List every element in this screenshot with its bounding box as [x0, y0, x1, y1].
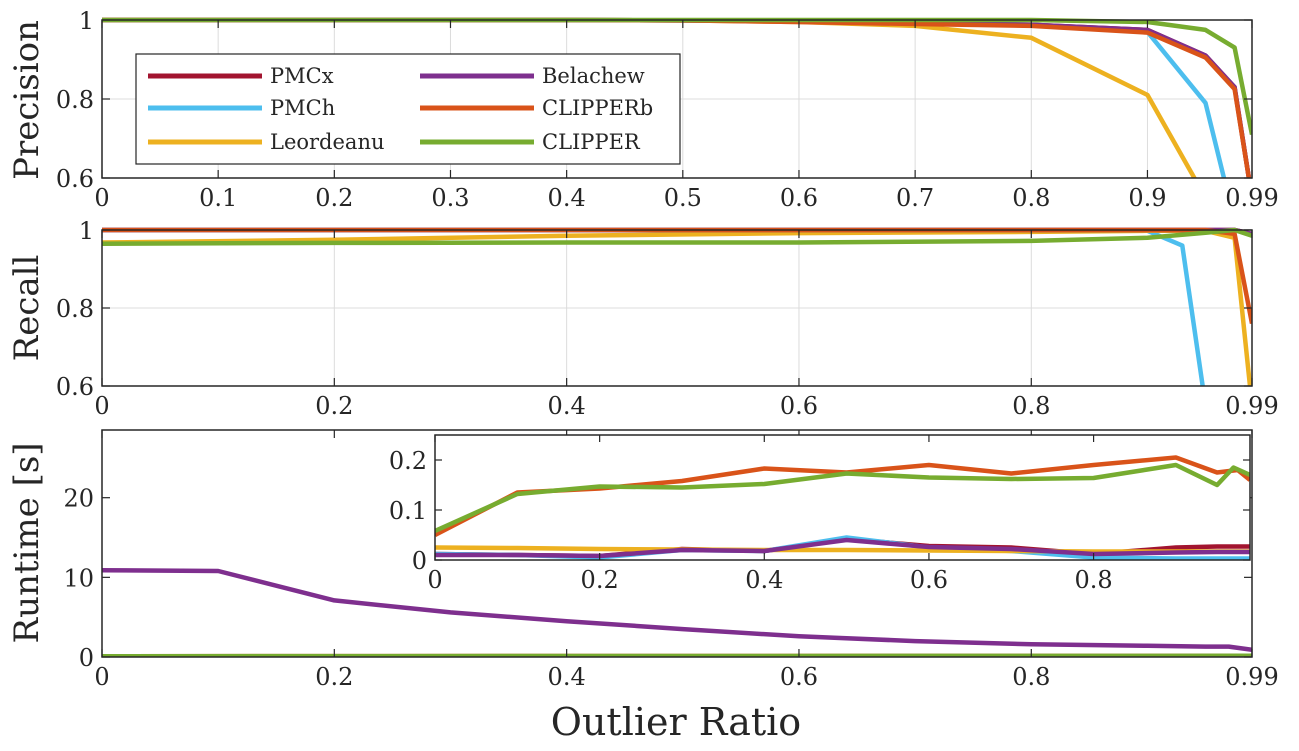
series-group [435, 455, 1250, 560]
x-tick-label: 0.2 [581, 566, 619, 594]
recall-axis-label: Recall [7, 255, 47, 362]
x-tick-label: 0 [94, 184, 109, 212]
y-tick-label: 0.6 [56, 165, 94, 193]
y-tick-label: 0 [79, 644, 94, 672]
x-tick-label: 0.8 [1012, 184, 1050, 212]
y-tick-label: 1 [79, 217, 94, 245]
y-tick-label: 0.6 [56, 373, 94, 401]
legend-label-pmch: PMCh [270, 96, 335, 120]
series-line-clipper [102, 227, 1252, 246]
x-tick-label: 0 [94, 663, 109, 691]
axes-box [101, 429, 1253, 658]
x-tick-label: 0.2 [315, 392, 353, 420]
legend-label-clipperb: CLIPPERb [542, 96, 653, 120]
runtime-inset-panel: 0 0.2 0.4 0.6 0.8 0 0.1 0.2 [389, 434, 1251, 594]
runtime-axis-label: Runtime [s] [7, 442, 47, 643]
x-tick-label: 0 [427, 566, 442, 594]
series-line-clipper [435, 462, 1250, 534]
x-tick-label: 0.2 [315, 663, 353, 691]
x-tick-label: 0.6 [780, 392, 818, 420]
x-tick-label: 0.6 [780, 184, 818, 212]
series-line-belachew [435, 537, 1250, 559]
x-tick-label: 0.4 [745, 566, 783, 594]
x-tick-label: 0.6 [910, 566, 948, 594]
x-tick-label: 0.99 [1225, 392, 1278, 420]
y-tick-label: 0 [412, 547, 427, 575]
x-axis-label: Outlier Ratio [551, 700, 801, 744]
x-tick-label: 0 [94, 392, 109, 420]
legend-label-pmcx: PMCx [270, 64, 334, 88]
legend: PMCx PMCh Leordeanu Belachew CLIPPERb CLIPPER [135, 53, 681, 165]
precision-axis-label: Precision [7, 20, 47, 180]
x-tick-label: 0.7 [896, 184, 934, 212]
x-tick-label: 0.4 [548, 392, 586, 420]
legend-label-clipper: CLIPPER [542, 130, 641, 154]
y-tick-label: 1 [79, 7, 94, 35]
x-tick-label: 0.9 [1128, 184, 1166, 212]
axes-box [434, 434, 1251, 561]
y-tick-label: 0.2 [389, 447, 427, 475]
y-tick-label: 10 [63, 564, 94, 592]
x-tick-label: 0.8 [1074, 566, 1112, 594]
y-tick-label: 0.1 [389, 497, 427, 525]
x-tick-label: 0.5 [664, 184, 702, 212]
y-tick-label: 20 [63, 485, 94, 513]
x-tick-label: 0.1 [199, 184, 237, 212]
x-tick-label: 0.99 [1225, 663, 1278, 691]
series-line-belachew [102, 567, 1252, 653]
x-tick-label: 0.8 [1012, 392, 1050, 420]
x-tick-label: 0.99 [1225, 184, 1278, 212]
legend-label-leordeanu: Leordeanu [270, 130, 385, 154]
recall-panel: 0 0.2 0.4 0.6 0.8 0.99 0.6 0.8 1 [56, 217, 1279, 420]
x-tick-label: 0.6 [780, 663, 818, 691]
x-tick-label: 0.4 [548, 184, 586, 212]
legend-label-belachew: Belachew [542, 64, 645, 88]
x-tick-label: 0.4 [548, 663, 586, 691]
y-tick-label: 0.8 [56, 86, 94, 114]
y-tick-label: 0.8 [56, 295, 94, 323]
x-tick-label: 0.8 [1012, 663, 1050, 691]
x-tick-label: 0.2 [315, 184, 353, 212]
x-tick-label: 0.3 [431, 184, 469, 212]
